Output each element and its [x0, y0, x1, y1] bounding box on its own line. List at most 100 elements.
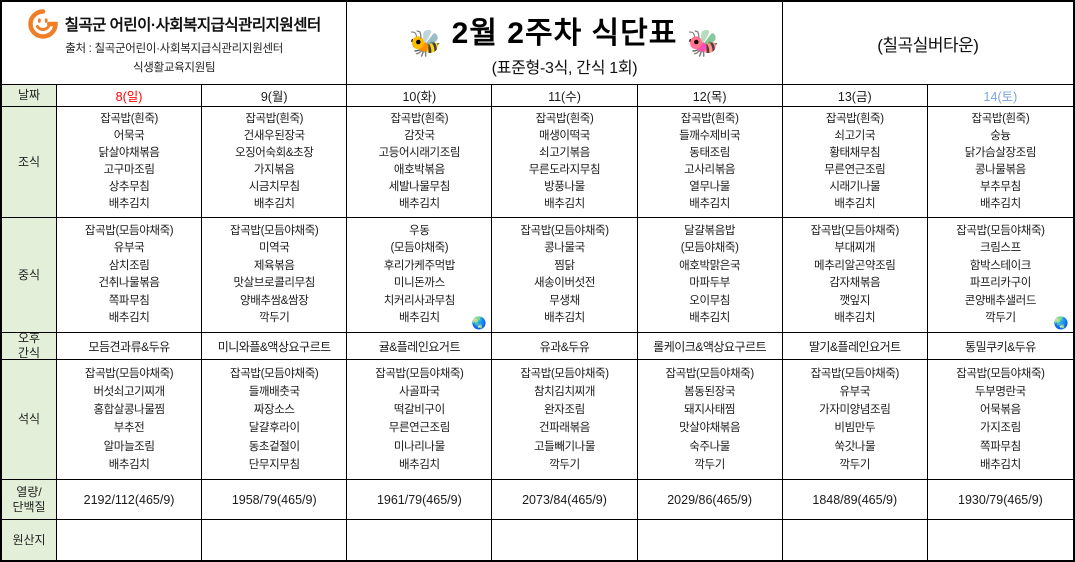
snack-cell: 모듬견과류&두유 — [57, 333, 203, 360]
menu-item: 알마늘조림 — [103, 440, 155, 453]
menu-item: 건파래볶음 — [539, 422, 590, 435]
facility-name: (칠곡실버타운) — [782, 2, 1073, 85]
menu-item: 깍두기 — [839, 458, 871, 471]
smiley-center-logo-icon — [27, 9, 58, 40]
menu-item: 콩나물볶음 — [974, 164, 1026, 177]
menu-item: 쑥갓나물 — [834, 440, 876, 453]
menu-item: 황태채무침 — [829, 147, 881, 160]
menu-item: 무른도라지무침 — [528, 164, 601, 177]
menu-item: 파프리카구이 — [969, 277, 1031, 290]
source-line-2: 식생활교육지원팀 — [133, 62, 216, 74]
snack-cell: 귤&플레인요거트 — [347, 333, 493, 360]
breakfast-cell: 잡곡밥(흰죽) 들깨수제비국 동태조림 고사리볶음 열무나물 배추김치 — [637, 107, 783, 218]
menu-item: 어묵국 — [113, 130, 145, 143]
menu-item: 들깨배춧국 — [248, 385, 300, 398]
menu-item: 시금치무침 — [248, 181, 300, 194]
menu-item: 배추김치 — [544, 197, 585, 210]
menu-item: 단무지무침 — [248, 458, 300, 471]
menu-item: 배추김치 — [980, 197, 1021, 210]
menu-item: 잡곡밥(모듬야채죽) — [810, 367, 900, 380]
dinner-cell: 잡곡밥(모듬야채죽) 참치김치찌개 완자조림 건파래볶음 고들빼기나물 깍두기 — [492, 360, 638, 480]
menu-item: 유부국 — [113, 242, 145, 255]
menu-item: 미니돈까스 — [393, 277, 445, 290]
dinner-cell: 잡곡밥(모듬야채죽) 봄동된장국 돼지사태찜 맛살야채볶음 숙주나물 깍두기 — [637, 360, 783, 480]
menu-item: 가지조림 — [980, 422, 1021, 435]
nutrition-cell: 1848/89(465/9) — [782, 480, 928, 520]
breakfast-cell: 잡곡밥(흰죽) 숭늉 닭가슴살장조림 콩나물볶음 부추무침 배추김치 — [927, 107, 1073, 218]
lunch-cell: 잡곡밥(모듬야채죽) 부대찌개 메추리알곤약조림 감자채볶음 깻잎지 배추김치 — [782, 218, 928, 333]
dinner-cell: 잡곡밥(모듬야채죽) 유부국 가자미양념조림 비빔만두 쑥갓나물 깍두기 — [782, 360, 928, 480]
menu-item: 깍두기 — [694, 458, 725, 471]
menu-item: 잡곡밥(모듬야채죽) — [84, 224, 174, 237]
menu-item: 고구마조림 — [103, 164, 155, 177]
header-title-block: 🐝 2월 2주차 식단표 (표준형-3식, 간식 1회) 🐝 — [347, 2, 783, 85]
menu-item: 잡곡밥(모듬야채죽) — [665, 367, 754, 380]
bee-right-icon: 🐝 — [687, 28, 720, 58]
lunch-cell: 잡곡밥(모듬야채죽) 크림스프 함박스테이크 파프리카구이 콘양배추샐러드 깍두기 🌏 — [927, 218, 1073, 333]
bee-left-icon: 🐝 — [409, 28, 442, 58]
menu-item: 깻잎지 — [839, 294, 871, 307]
menu-item: 후리가케주먹밥 — [383, 259, 456, 272]
lunch-cell: 잡곡밥(모듬야채죽) 유부국 삼치조림 건취나물볶음 쪽파무침 배추김치 — [57, 218, 203, 333]
menu-item: 잡곡밥(모듬야채죽) — [230, 224, 319, 237]
lunch-cell: 잡곡밥(모듬야채죽) 미역국 제육볶음 맛살브로콜리무침 양배추쌈&쌈장 깍두기 — [202, 218, 348, 333]
menu-item: 부대찌개 — [834, 242, 876, 255]
menu-item: 봄동된장국 — [684, 385, 736, 398]
breakfast-cell: 잡곡밥(흰죽) 건새우된장국 오징어숙회&초장 가지볶음 시금치무침 배추김치 — [202, 107, 348, 218]
menu-item: 애호박볶음 — [393, 164, 445, 177]
menu-item: 오징어숙회&초장 — [234, 147, 314, 160]
menu-item: 미나리나물 — [393, 440, 445, 453]
menu-item: 사골파국 — [398, 385, 440, 398]
row-label-dinner: 석식 — [2, 360, 57, 480]
menu-item: 고들빼기나물 — [533, 440, 596, 453]
menu-item: 배추김치 — [108, 312, 150, 325]
breakfast-cell: 잡곡밥(흰죽) 매생이떡국 쇠고기볶음 무른도라지무침 방풍나물 배추김치 — [492, 107, 638, 218]
menu-item: 부추전 — [113, 422, 145, 435]
menu-item: 고사리볶음 — [684, 164, 736, 177]
menu-item: 세발나물무침 — [388, 181, 450, 194]
nutrition-cell: 1930/79(465/9) — [927, 480, 1073, 520]
menu-item: 달걀볶음밥 — [684, 224, 736, 237]
menu-item: 미역국 — [258, 242, 290, 255]
menu-item: 들깨수제비국 — [679, 130, 741, 143]
menu-item: 짜장소스 — [253, 404, 295, 417]
menu-item: 가자미양념조림 — [819, 404, 891, 417]
menu-item: 잡곡밥(모듬야채죽) — [520, 367, 609, 380]
nutrition-cell: 1961/79(465/9) — [347, 480, 493, 520]
menu-item: 건취나물볶음 — [98, 277, 160, 290]
menu-item: 삼치조림 — [108, 259, 150, 272]
nutrition-cell: 2192/112(465/9) — [57, 480, 203, 520]
dinner-cell: 잡곡밥(모듬야채죽) 들깨배춧국 짜장소스 달걀후라이 동초겉절이 단무지무침 — [202, 360, 348, 480]
menu-item: 잡곡밥(모듬야채죽) — [230, 367, 319, 380]
date-cell: 9(월) — [202, 85, 348, 107]
menu-item: 잡곡밥(모듬야채죽) — [375, 367, 464, 380]
menu-item: 크림스프 — [980, 242, 1021, 255]
menu-item: 닭살야채볶음 — [98, 147, 160, 160]
menu-item: 깍두기 — [549, 458, 580, 471]
menu-item: 상추무침 — [108, 181, 150, 194]
menu-item: 잡곡밥(흰죽) — [680, 113, 739, 126]
breakfast-cell: 잡곡밥(흰죽) 어묵국 닭살야채볶음 고구마조림 상추무침 배추김치 — [57, 107, 203, 218]
menu-item: 쇠고기국 — [834, 130, 876, 143]
snack-cell: 롤케이크&액상요구르트 — [637, 333, 783, 360]
page-subtitle: (표준형-3식, 간식 1회) — [491, 60, 638, 77]
row-label-origin: 원산지 — [2, 520, 57, 560]
menu-item: 참치김치찌개 — [533, 385, 596, 398]
menu-item: 배추김치 — [253, 197, 295, 210]
lunch-cell: 우동 (모듬야채죽) 후리가케주먹밥 미니돈까스 치커리사과무침 배추김치 🌏 — [347, 218, 493, 333]
menu-item: 시래기나물 — [829, 181, 881, 194]
menu-item: 떡갈비구이 — [393, 404, 445, 417]
date-cell: 12(목) — [637, 85, 783, 107]
menu-item: 치커리사과무침 — [383, 294, 456, 307]
menu-item: 감자채볶음 — [829, 277, 881, 290]
snack-cell: 미니와플&액상요구르트 — [202, 333, 348, 360]
menu-item: 방풍나물 — [544, 181, 585, 194]
menu-item: 가지볶음 — [253, 164, 295, 177]
menu-item: 깍두기 — [258, 312, 290, 325]
menu-item: 잡곡밥(모듬야채죽) — [520, 224, 609, 237]
menu-item: 찜닭 — [554, 259, 575, 272]
menu-item: 배추김치 — [689, 197, 730, 210]
date-cell: 14(토) — [927, 85, 1073, 107]
menu-item: 동초겉절이 — [248, 440, 300, 453]
menu-item: (모듬야채죽) — [390, 242, 449, 255]
